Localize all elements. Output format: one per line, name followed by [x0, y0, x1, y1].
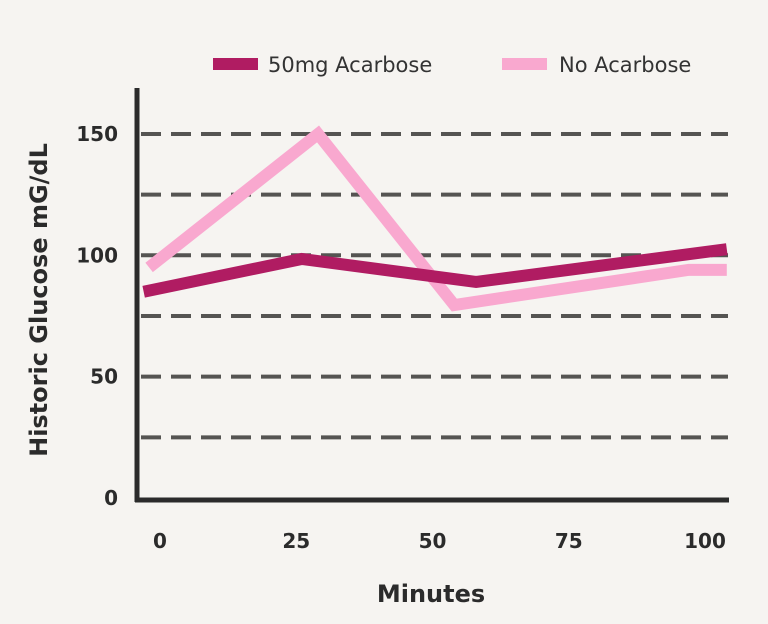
x-tick-labels: 0 25 50 75 100 — [153, 529, 726, 553]
x-tick-label: 100 — [684, 529, 726, 553]
y-tick-label: 50 — [90, 365, 118, 389]
y-tick-labels: 0 50 100 150 — [76, 122, 118, 510]
x-tick-label: 50 — [419, 529, 447, 553]
x-axis-title: Minutes — [377, 580, 485, 608]
x-tick-label: 25 — [282, 529, 310, 553]
series-lines — [142, 125, 728, 312]
series-line-50mg-acarbose — [142, 243, 728, 298]
legend-label-no-acarbose: No Acarbose — [559, 53, 691, 77]
series-line-no-acarbose — [145, 125, 727, 312]
y-tick-label: 0 — [104, 486, 118, 510]
y-tick-label: 150 — [76, 122, 118, 146]
x-tick-label: 0 — [153, 529, 167, 553]
gridlines — [141, 131, 728, 440]
legend: 50mg Acarbose No Acarbose — [213, 53, 691, 77]
y-axis-title: Historic Glucose mG/dL — [25, 143, 53, 457]
y-tick-label: 100 — [76, 243, 118, 267]
legend-label-50mg-acarbose: 50mg Acarbose — [268, 53, 432, 77]
x-tick-label: 75 — [555, 529, 583, 553]
